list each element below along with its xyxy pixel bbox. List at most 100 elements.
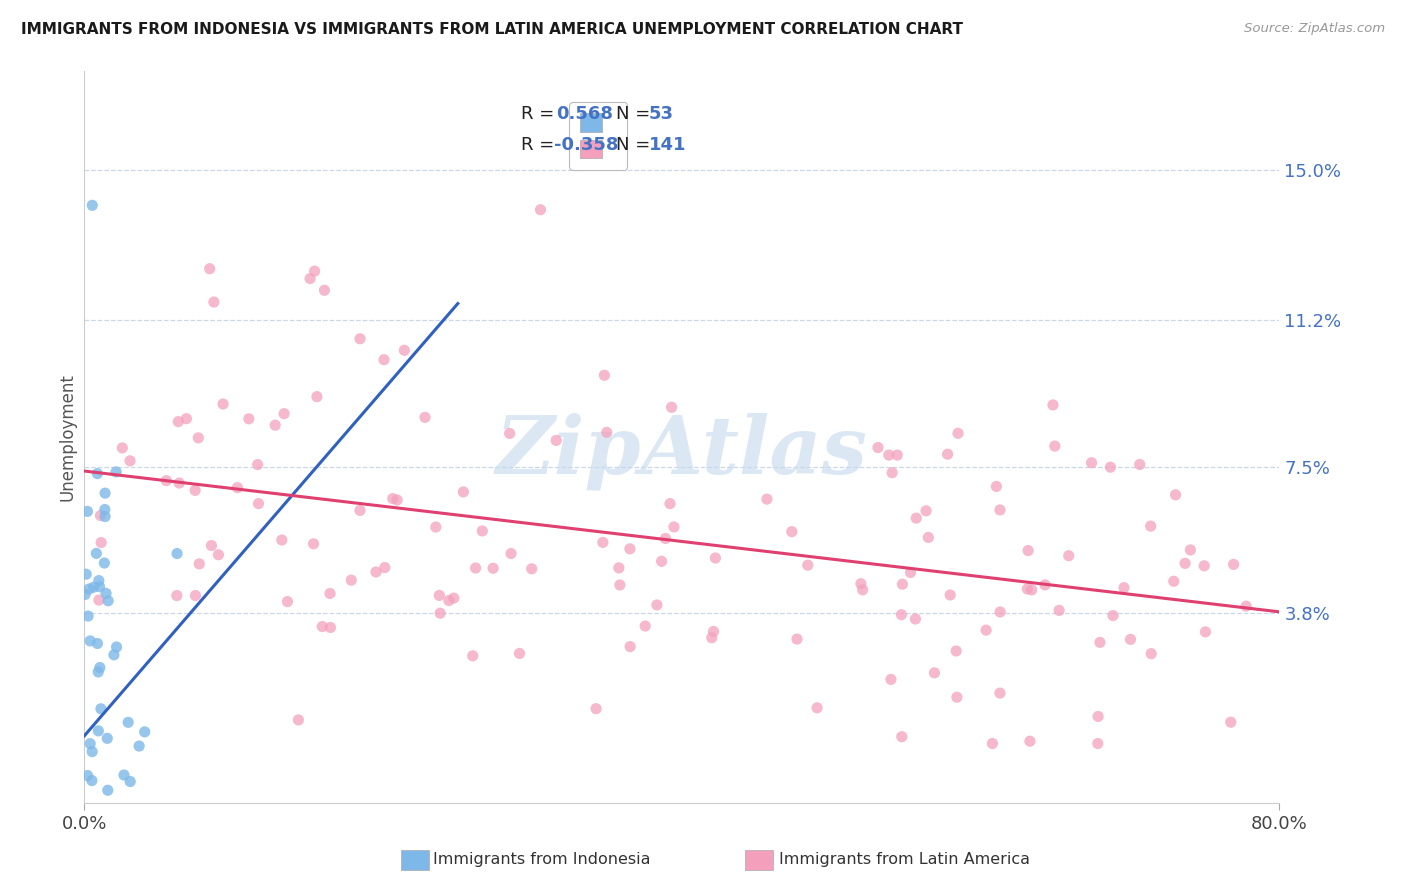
Text: R =: R = — [520, 136, 560, 153]
Point — [76, 850, 98, 864]
Point — [882, 466, 904, 480]
Point — [1129, 458, 1152, 472]
Point — [188, 557, 211, 571]
Y-axis label: Unemployment: Unemployment — [58, 373, 76, 501]
Text: 53: 53 — [648, 104, 673, 123]
Point — [394, 343, 416, 358]
Point — [120, 774, 142, 789]
Point — [905, 511, 928, 525]
Point — [76, 768, 98, 782]
Point — [429, 606, 451, 620]
Point — [93, 556, 115, 570]
Point — [1087, 709, 1109, 723]
Point — [1222, 558, 1244, 572]
Point — [202, 295, 225, 310]
Point — [501, 547, 523, 561]
Point — [427, 588, 450, 602]
Point — [302, 537, 325, 551]
Point — [806, 701, 828, 715]
Point — [184, 483, 207, 498]
Point — [797, 558, 820, 573]
Point — [314, 283, 336, 297]
Point — [166, 547, 188, 561]
Point — [167, 476, 190, 491]
Point — [1102, 608, 1125, 623]
Point — [464, 561, 486, 575]
Point — [340, 573, 363, 587]
Point — [77, 582, 100, 596]
Point — [1139, 519, 1161, 533]
Point — [852, 582, 875, 597]
Point — [425, 520, 447, 534]
Point — [87, 665, 110, 679]
Point — [662, 520, 685, 534]
Point — [311, 619, 333, 633]
Point — [187, 431, 209, 445]
Point — [1234, 599, 1257, 614]
Point — [184, 589, 207, 603]
Point — [226, 481, 249, 495]
Point — [890, 730, 912, 744]
Point — [83, 580, 105, 594]
Point — [619, 541, 641, 556]
Point — [287, 713, 309, 727]
Point — [89, 660, 111, 674]
Point — [94, 586, 117, 600]
Point — [1042, 398, 1064, 412]
Point — [103, 648, 125, 662]
Point — [1017, 543, 1039, 558]
Point — [76, 504, 98, 518]
Point — [1047, 603, 1070, 617]
Point — [946, 690, 969, 705]
Point — [988, 605, 1011, 619]
Point — [176, 411, 198, 425]
Point — [780, 524, 803, 539]
Point — [520, 562, 543, 576]
Point — [82, 198, 104, 212]
Point — [849, 576, 872, 591]
Point — [1192, 558, 1215, 573]
Point — [80, 823, 103, 838]
Point — [1057, 549, 1080, 563]
Point — [866, 441, 889, 455]
Point — [702, 624, 724, 639]
Point — [786, 632, 808, 646]
Point — [508, 647, 530, 661]
Point — [212, 397, 235, 411]
Point — [1080, 456, 1102, 470]
Point — [112, 768, 135, 782]
Point — [349, 503, 371, 517]
Point — [755, 492, 778, 507]
Point — [1140, 647, 1163, 661]
Point — [1088, 635, 1111, 649]
Point — [238, 412, 260, 426]
Point — [86, 467, 108, 481]
Point — [654, 532, 676, 546]
Point — [134, 724, 156, 739]
Point — [94, 486, 117, 500]
Text: ZipAtlas: ZipAtlas — [496, 413, 868, 491]
Point — [651, 554, 673, 568]
Point — [986, 479, 1008, 493]
Point — [1174, 557, 1197, 571]
Point — [634, 619, 657, 633]
Legend: , : , — [569, 103, 627, 169]
Point — [87, 723, 110, 738]
Point — [609, 578, 631, 592]
Point — [704, 551, 727, 566]
Point — [443, 591, 465, 606]
Point — [1033, 578, 1056, 592]
Point — [619, 640, 641, 654]
Point — [988, 503, 1011, 517]
Point — [276, 594, 298, 608]
Point — [77, 609, 100, 624]
Point — [198, 261, 221, 276]
Point — [1164, 488, 1187, 502]
Point — [915, 504, 938, 518]
Point — [77, 826, 100, 840]
Text: Source: ZipAtlas.com: Source: ZipAtlas.com — [1244, 22, 1385, 36]
Point — [364, 565, 387, 579]
Point — [1194, 624, 1216, 639]
Point — [94, 509, 117, 524]
Point — [97, 783, 120, 797]
